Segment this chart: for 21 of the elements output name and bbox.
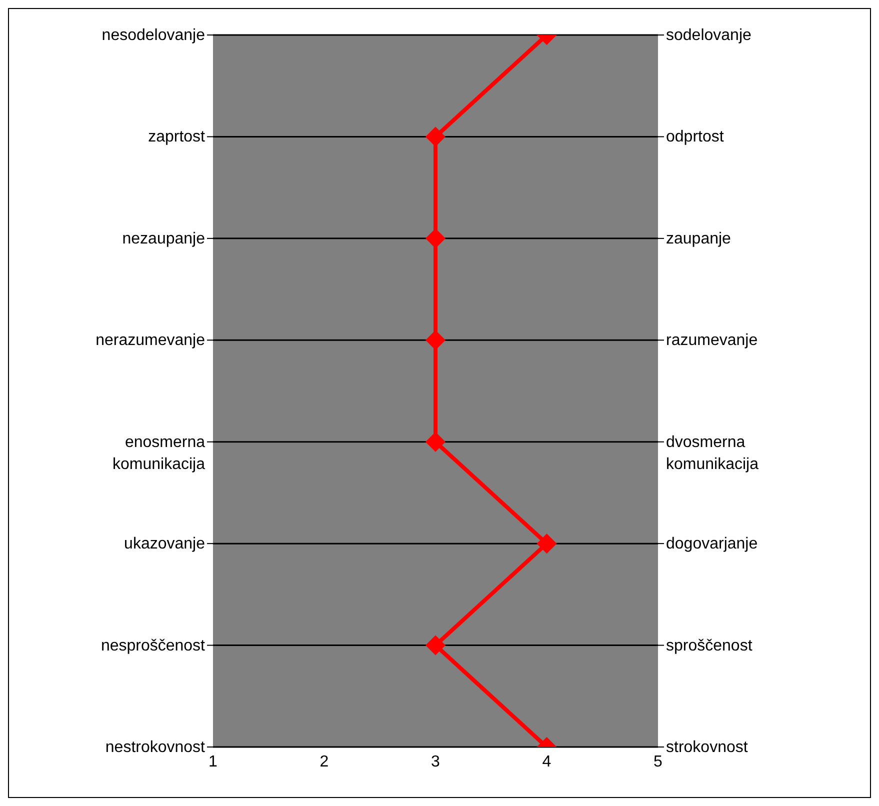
y-tick-label: zaprtost [148,128,206,146]
y-tick-label: nesproščenost [100,637,206,654]
y2-tick-label: strokovnost [666,739,748,756]
y-tick-label: enosmerna komunikacija [112,434,206,473]
y2-tick-label: razumevanje [666,332,758,350]
y2-tick-label: sproščenost [666,637,753,654]
y2-tick-label: dogovarjanje [666,536,758,553]
y2-tick-label: odprtost [666,128,724,146]
x-tick-label: 2 [320,753,329,770]
y2-tick-label: sodelovanje [666,27,752,44]
x-tick-label: 3 [431,753,440,770]
x-tick-label: 1 [208,753,218,770]
y2-tick-label: zaupanje [666,230,732,248]
y2-tick-label: dvosmerna komunikacija [666,434,759,473]
y-tick-label: ukazovanje [124,536,206,553]
y-tick-label: nezaupanje [122,230,206,248]
y-tick-label: nerazumevanje [96,332,206,350]
y-tick-label: nesodelovanje [102,27,206,44]
x-tick-label: 5 [654,753,663,770]
y-tick-label: nestrokovnost [105,739,206,756]
x-tick-label: 4 [542,753,552,770]
